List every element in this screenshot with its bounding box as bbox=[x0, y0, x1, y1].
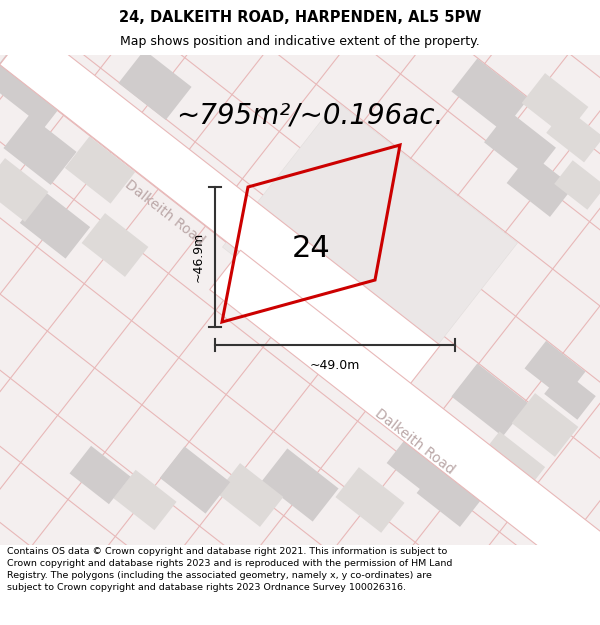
Polygon shape bbox=[521, 73, 589, 137]
Polygon shape bbox=[70, 446, 130, 504]
Polygon shape bbox=[0, 25, 440, 385]
Polygon shape bbox=[524, 341, 586, 399]
Polygon shape bbox=[451, 364, 529, 436]
Polygon shape bbox=[50, 68, 130, 142]
Polygon shape bbox=[217, 463, 283, 527]
Polygon shape bbox=[113, 470, 176, 530]
Polygon shape bbox=[554, 160, 600, 210]
Polygon shape bbox=[546, 107, 600, 162]
Text: 24, DALKEITH ROAD, HARPENDEN, AL5 5PW: 24, DALKEITH ROAD, HARPENDEN, AL5 5PW bbox=[119, 10, 481, 25]
Text: ~46.9m: ~46.9m bbox=[192, 232, 205, 282]
Polygon shape bbox=[416, 463, 484, 527]
Text: ~49.0m: ~49.0m bbox=[310, 359, 360, 372]
Text: ~795m²/~0.196ac.: ~795m²/~0.196ac. bbox=[176, 101, 443, 129]
Polygon shape bbox=[335, 467, 404, 533]
Polygon shape bbox=[20, 191, 90, 259]
Polygon shape bbox=[544, 370, 596, 420]
Polygon shape bbox=[65, 136, 135, 204]
Text: 24: 24 bbox=[292, 234, 331, 263]
Polygon shape bbox=[82, 213, 148, 277]
Text: Contains OS data © Crown copyright and database right 2021. This information is : Contains OS data © Crown copyright and d… bbox=[7, 548, 452, 592]
Polygon shape bbox=[475, 431, 545, 499]
Polygon shape bbox=[223, 101, 518, 389]
Text: Dalkeith Road: Dalkeith Road bbox=[122, 177, 208, 248]
Polygon shape bbox=[506, 153, 574, 217]
Polygon shape bbox=[451, 59, 529, 131]
Text: Map shows position and indicative extent of the property.: Map shows position and indicative extent… bbox=[120, 35, 480, 48]
Polygon shape bbox=[262, 449, 338, 521]
Polygon shape bbox=[160, 446, 230, 514]
Text: Dalkeith Road: Dalkeith Road bbox=[373, 407, 457, 478]
Polygon shape bbox=[512, 393, 578, 457]
Polygon shape bbox=[484, 111, 556, 179]
Polygon shape bbox=[0, 42, 75, 127]
Polygon shape bbox=[118, 50, 191, 120]
Polygon shape bbox=[4, 115, 77, 185]
Polygon shape bbox=[0, 158, 49, 222]
Polygon shape bbox=[386, 433, 454, 497]
Polygon shape bbox=[210, 250, 600, 610]
